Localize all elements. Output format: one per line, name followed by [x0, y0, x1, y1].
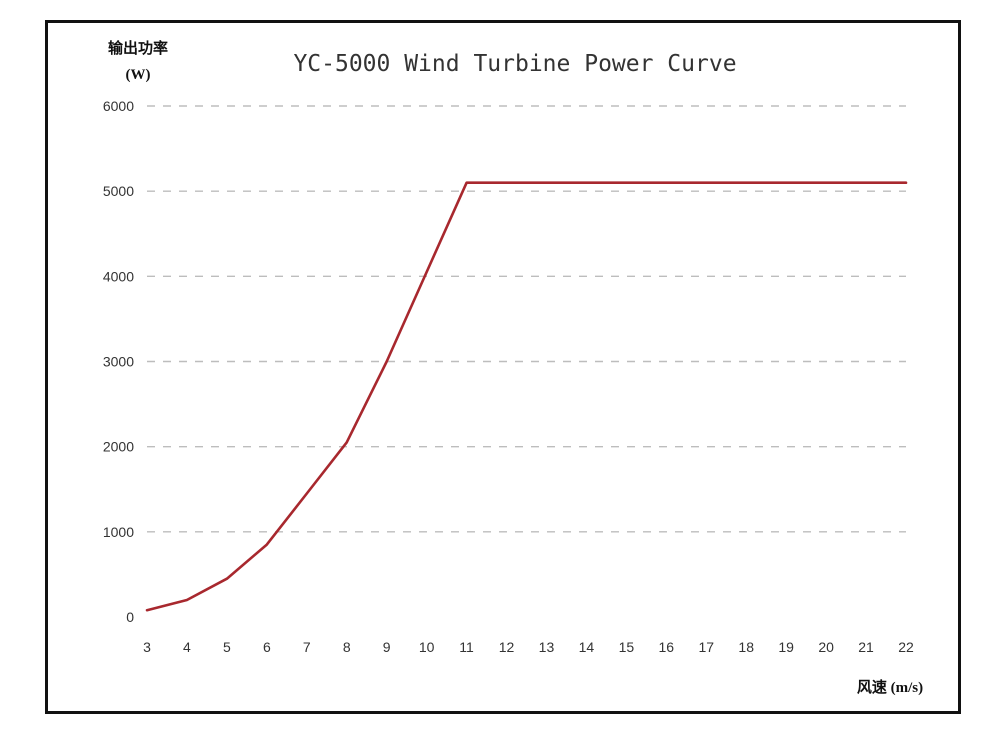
x-tick-label: 3 [143, 639, 151, 655]
y-tick-label: 5000 [103, 183, 134, 199]
x-tick-label: 18 [738, 639, 754, 655]
y-tick-label: 4000 [103, 268, 134, 284]
x-tick-label: 16 [659, 639, 675, 655]
x-tick-label: 13 [539, 639, 555, 655]
chart-frame [45, 20, 961, 714]
x-tick-label: 19 [778, 639, 794, 655]
x-tick-label: 20 [818, 639, 834, 655]
chart-title: YC-5000 Wind Turbine Power Curve [293, 51, 736, 77]
x-tick-label: 21 [858, 639, 874, 655]
x-tick-label: 4 [183, 639, 191, 655]
x-tick-label: 7 [303, 639, 311, 655]
x-tick-label: 15 [619, 639, 635, 655]
power-curve-line [145, 181, 908, 612]
x-tick-label: 6 [263, 639, 271, 655]
x-tick-label: 9 [383, 639, 391, 655]
y-tick-label: 1000 [103, 524, 134, 540]
y-tick-label: 2000 [103, 439, 134, 455]
x-tick-label: 14 [579, 639, 595, 655]
x-tick-label: 22 [898, 639, 914, 655]
grid-lines [147, 105, 906, 533]
y-tick-label: 6000 [103, 98, 134, 114]
y-tick-label: 3000 [103, 354, 134, 370]
x-axis-label: 风速 (m/s) [857, 678, 923, 696]
y-axis-ticks: 0 1000 2000 3000 4000 5000 6000 [103, 98, 134, 625]
x-tick-label: 5 [223, 639, 231, 655]
y-axis-unit: (W) [126, 67, 151, 83]
x-tick-label: 10 [419, 639, 435, 655]
y-tick-label: 0 [126, 609, 134, 625]
x-tick-label: 8 [343, 639, 351, 655]
y-axis-label: 输出功率 [108, 39, 168, 57]
x-tick-label: 17 [698, 639, 714, 655]
x-tick-label: 12 [499, 639, 515, 655]
x-tick-label: 11 [459, 639, 474, 655]
x-axis-ticks: 3 4 5 6 7 8 9 10 11 12 13 14 15 16 17 18 19 20 21 22 [143, 639, 914, 655]
series-group [145, 181, 908, 612]
